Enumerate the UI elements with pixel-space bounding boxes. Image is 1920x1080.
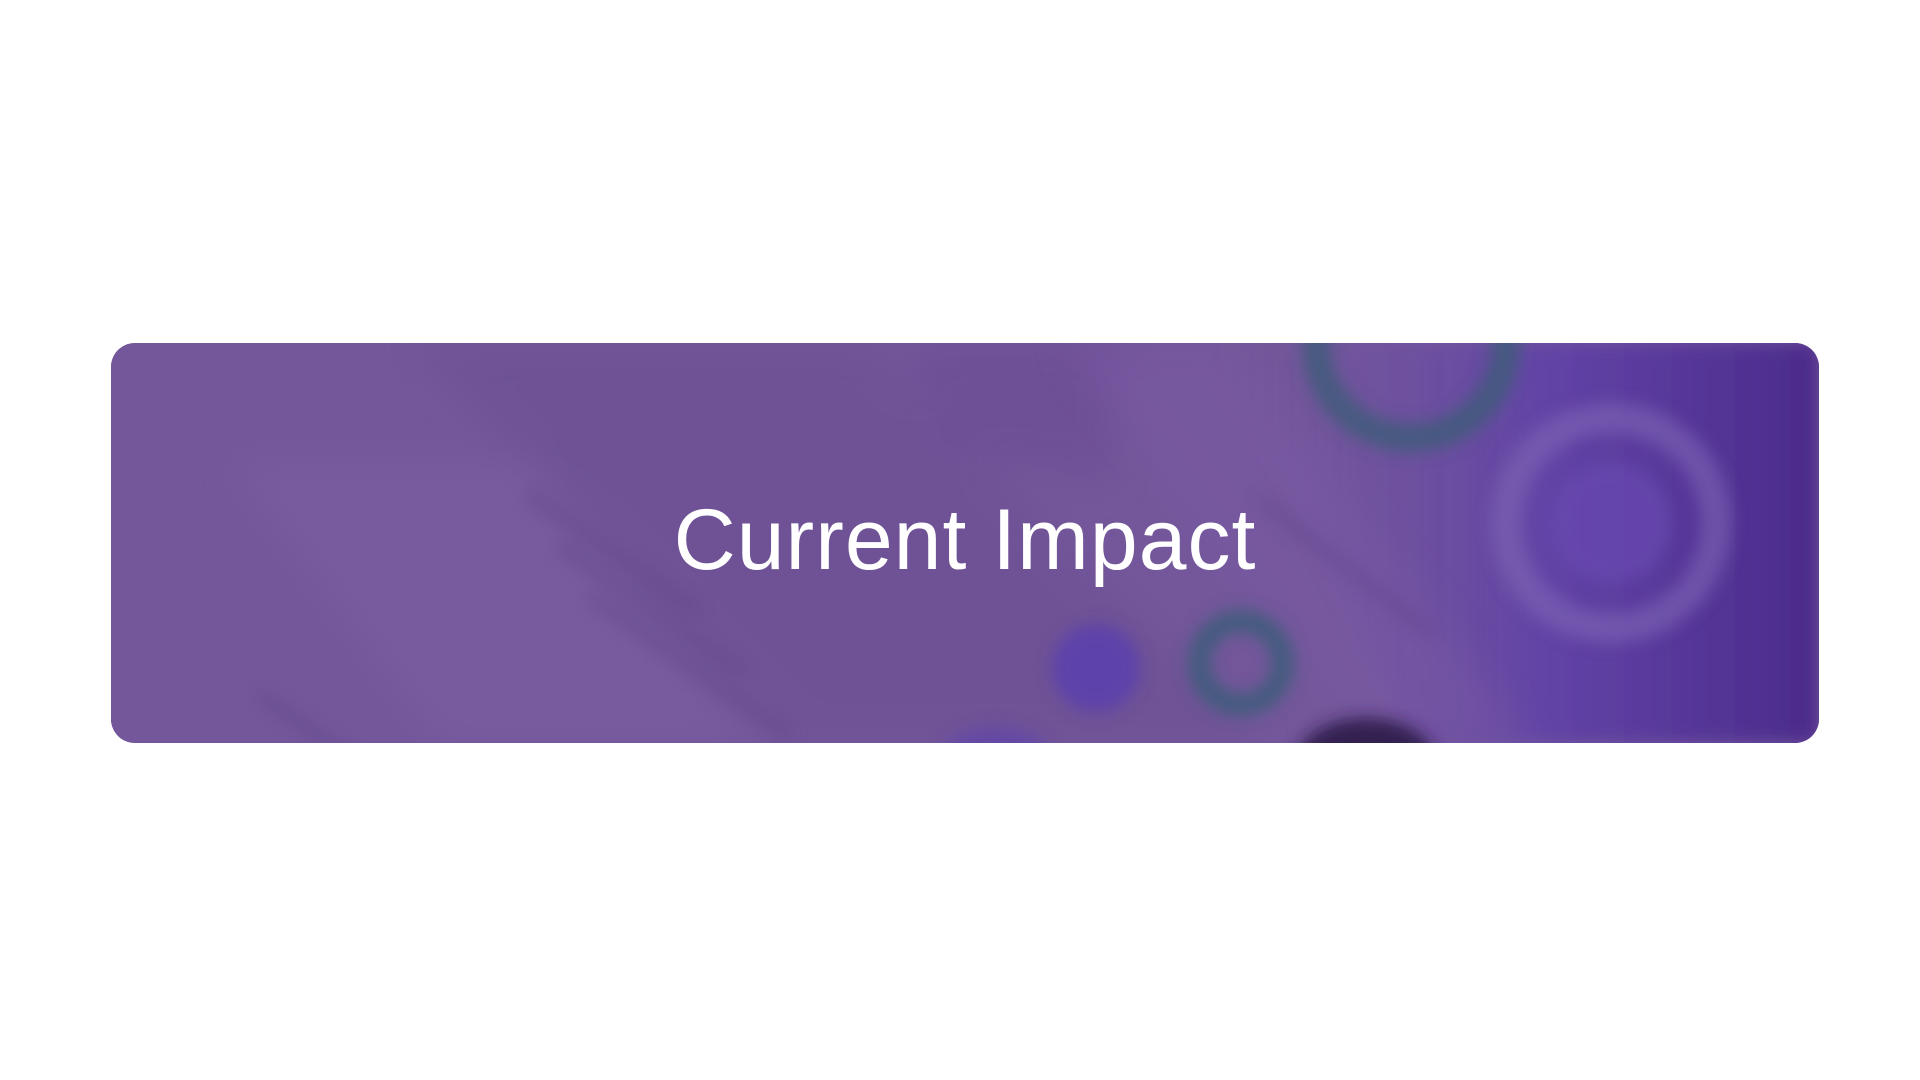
hero-title: Current Impact bbox=[673, 491, 1257, 588]
hero-banner: Current Impact bbox=[111, 343, 1819, 743]
blurred-background-image bbox=[111, 343, 1819, 743]
